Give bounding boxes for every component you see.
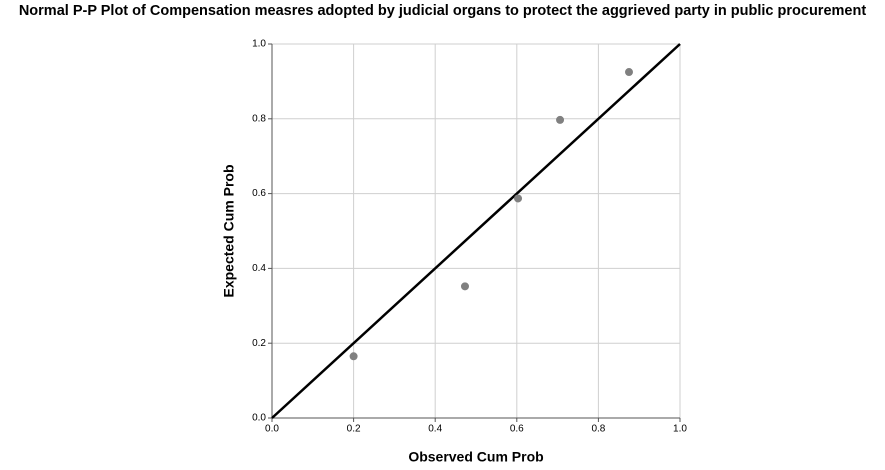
x-tick-label: 0.6: [510, 424, 524, 435]
x-axis-label: Observed Cum Prob: [408, 449, 543, 465]
y-axis-label: Expected Cum Prob: [221, 164, 237, 297]
point: [460, 282, 469, 291]
y-tick-label: 0.0: [252, 413, 266, 424]
x-tick-label: 1.0: [673, 424, 687, 435]
y-tick-label: 0.6: [252, 188, 266, 199]
y-tick-label: 0.4: [252, 263, 266, 274]
y-tick-label: 0.8: [252, 113, 266, 124]
point: [556, 115, 565, 124]
point: [625, 68, 633, 77]
x-tick-label: 0.2: [347, 424, 361, 435]
reference-line: [271, 43, 681, 419]
chart-title: Normal P-P Plot of Compensation measres …: [18, 3, 867, 19]
point: [514, 194, 523, 203]
x-tick-label: 0.0: [265, 424, 279, 435]
point: [349, 352, 358, 361]
y-tick-label: 0.2: [252, 338, 266, 349]
x-tick-label: 0.8: [591, 424, 605, 435]
x-tick-label: 0.4: [428, 424, 442, 435]
y-tick-label: 1.0: [252, 39, 266, 50]
